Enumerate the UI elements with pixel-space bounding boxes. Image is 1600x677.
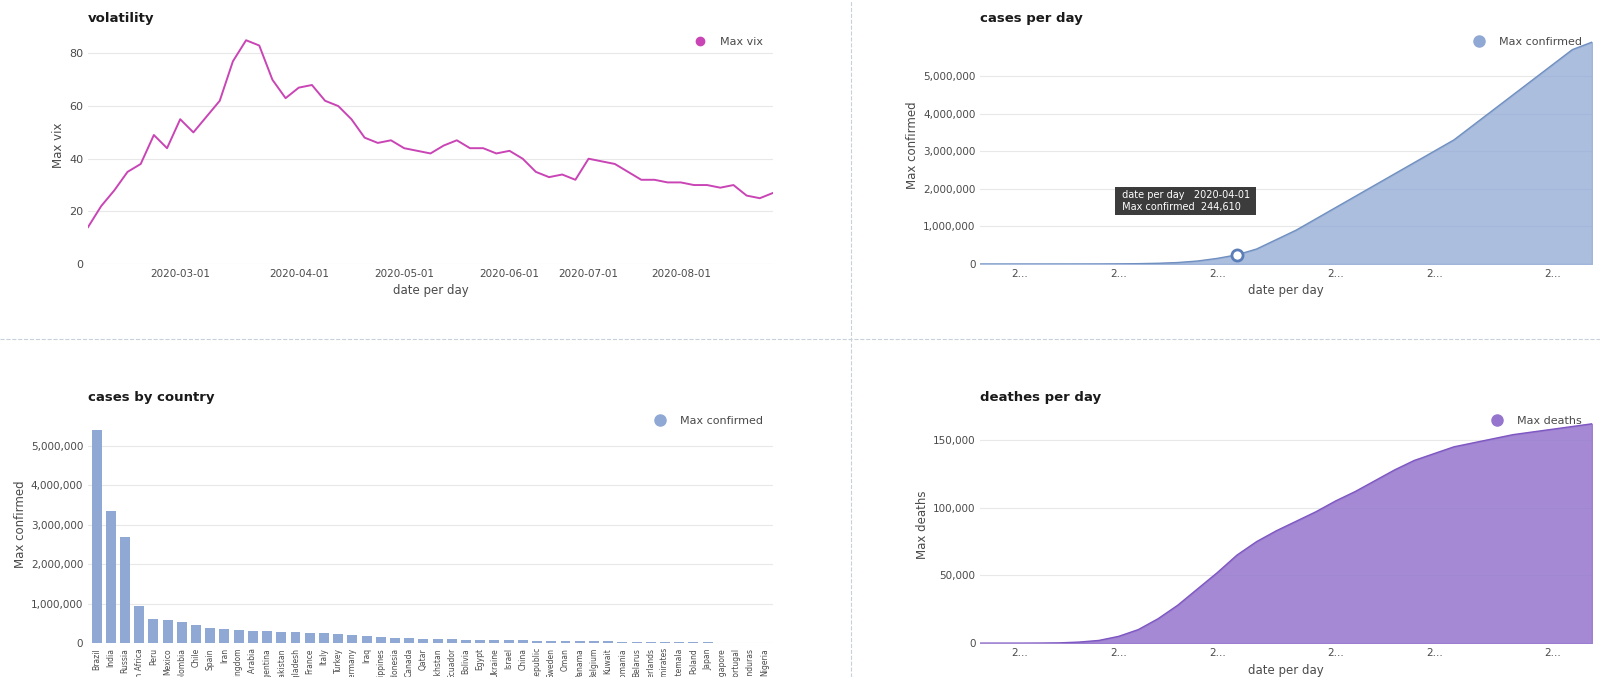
Bar (688, 642, 698, 643)
Bar (461, 640, 470, 643)
Bar (376, 637, 386, 643)
X-axis label: date per day: date per day (1248, 284, 1325, 297)
X-axis label: date per day: date per day (1248, 663, 1325, 676)
X-axis label: date per day: date per day (392, 284, 469, 297)
Bar (120, 536, 130, 643)
Bar (504, 640, 514, 643)
Bar (405, 638, 414, 643)
Y-axis label: Max deaths: Max deaths (915, 490, 928, 559)
Bar (390, 638, 400, 643)
Y-axis label: Max confirmed: Max confirmed (13, 481, 27, 569)
Bar (632, 642, 642, 643)
Bar (318, 634, 330, 643)
Legend: Max vix: Max vix (685, 32, 768, 51)
Bar (546, 640, 557, 643)
Bar (518, 640, 528, 643)
Bar (106, 511, 115, 643)
Bar (574, 641, 584, 643)
Bar (589, 641, 598, 643)
Bar (674, 642, 685, 643)
Bar (419, 638, 429, 643)
Text: volatility: volatility (88, 12, 155, 24)
Bar (702, 642, 712, 643)
Text: date per day   2020-04-01 
 Max confirmed  244,610: date per day 2020-04-01 Max confirmed 24… (1118, 190, 1253, 212)
Bar (234, 630, 243, 643)
Bar (432, 639, 443, 643)
Bar (475, 640, 485, 643)
Y-axis label: Max vix: Max vix (51, 123, 66, 169)
Text: deathes per day: deathes per day (981, 391, 1101, 403)
Bar (190, 626, 202, 643)
Bar (219, 629, 229, 643)
Bar (178, 622, 187, 643)
Bar (163, 620, 173, 643)
Y-axis label: Max confirmed: Max confirmed (906, 102, 918, 190)
Bar (659, 642, 670, 643)
Bar (333, 634, 342, 643)
Bar (362, 636, 371, 643)
Legend: Max deaths: Max deaths (1482, 412, 1587, 431)
Bar (446, 639, 456, 643)
Bar (205, 628, 214, 643)
Bar (560, 641, 571, 643)
Text: cases by country: cases by country (88, 391, 214, 403)
Bar (149, 619, 158, 643)
Bar (618, 642, 627, 643)
Bar (490, 640, 499, 643)
Text: cases per day: cases per day (981, 12, 1083, 24)
Legend: Max confirmed: Max confirmed (1464, 32, 1587, 51)
Bar (134, 606, 144, 643)
Bar (262, 631, 272, 643)
Bar (248, 631, 258, 643)
Bar (304, 633, 315, 643)
Bar (603, 641, 613, 643)
Bar (646, 642, 656, 643)
Bar (533, 640, 542, 643)
Legend: Max confirmed: Max confirmed (645, 412, 768, 431)
Bar (91, 430, 101, 643)
Bar (277, 632, 286, 643)
Bar (347, 634, 357, 643)
Bar (291, 632, 301, 643)
